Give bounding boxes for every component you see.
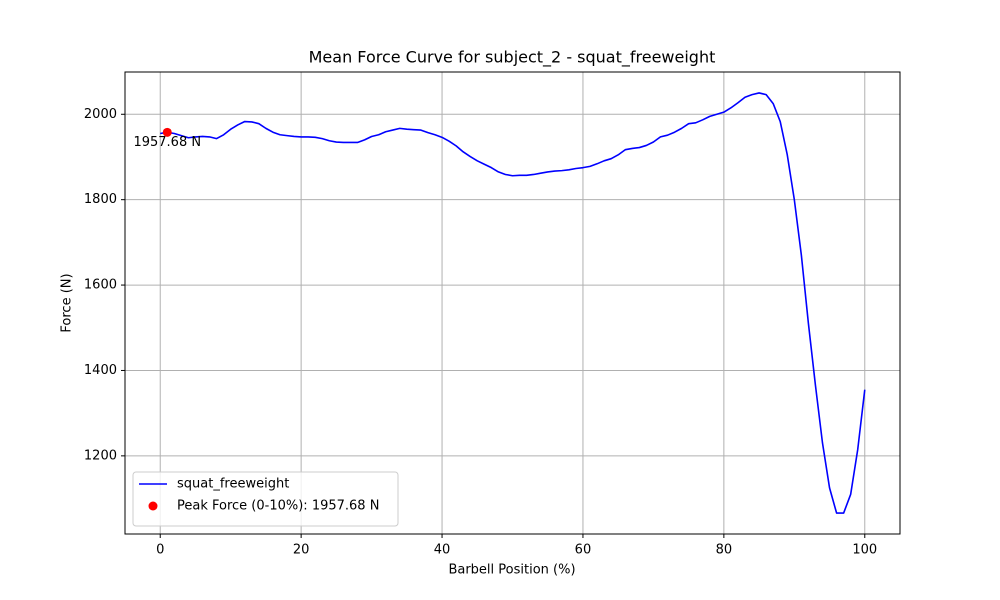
line-series [160, 92, 866, 514]
x-axis-label: Barbell Position (%) [448, 563, 575, 578]
y-tick-label: 1400 [84, 363, 117, 378]
x-tick-label: 80 [716, 543, 733, 558]
x-tick-label: 20 [293, 543, 310, 558]
y-tick-label: 1200 [84, 448, 117, 463]
legend-swatch [148, 501, 158, 511]
peak-label: 1957.68 N [133, 135, 201, 150]
plot-frame [124, 71, 901, 535]
legend-label: Peak Force (0-10%): 1957.68 N [177, 499, 379, 514]
y-tick-label: 1600 [84, 278, 117, 293]
legend: squat_freeweight Peak Force (0-10%): 1957… [132, 471, 399, 527]
legend-box [132, 471, 399, 527]
y-axis-label: Force (N) [60, 273, 75, 332]
legend-label: squat_freeweight [177, 477, 289, 492]
x-tick-label: 100 [852, 543, 877, 558]
grid-layer [125, 72, 900, 534]
chart-title: Mean Force Curve for subject_2 - squat_f… [309, 48, 716, 68]
x-tick-label: 60 [575, 543, 592, 558]
peak-marker [162, 127, 172, 137]
x-tick-label: 0 [156, 543, 164, 558]
data-layer: 1957.68 N [133, 92, 866, 514]
x-tick-label: 40 [434, 543, 451, 558]
y-tick-label: 1800 [84, 192, 117, 207]
y-tick-label: 2000 [84, 107, 117, 122]
